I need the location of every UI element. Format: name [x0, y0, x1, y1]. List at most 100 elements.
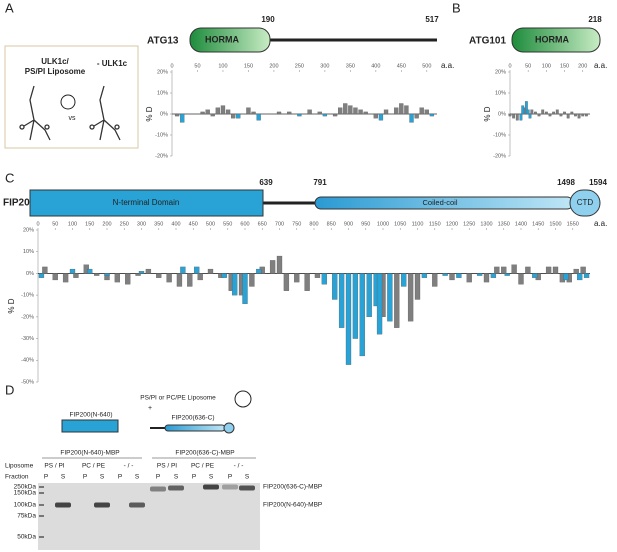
bar	[409, 113, 414, 123]
bar	[332, 273, 338, 300]
bar	[242, 273, 248, 304]
bar	[421, 273, 428, 278]
fraction-label: S	[209, 474, 214, 481]
bar	[534, 111, 537, 115]
bar	[38, 273, 45, 278]
bar	[348, 105, 353, 115]
marker-label: 75kDa	[17, 513, 36, 520]
bar	[52, 273, 58, 281]
x-tick-label: 400	[371, 63, 380, 69]
group-label: FIP200(N-640)-MBP	[60, 450, 119, 457]
bar	[256, 113, 261, 121]
y-axis-label: % D	[7, 298, 16, 313]
y-tick-label: 0%	[160, 111, 168, 117]
x-tick-label: 300	[137, 221, 146, 227]
y-tick-label: -20%	[155, 153, 168, 159]
fraction-label: P	[83, 474, 87, 481]
band-label: FIP200(N-640)-MBP	[263, 502, 322, 509]
panel-label: C	[5, 170, 14, 185]
bar	[525, 266, 531, 274]
ulk1c-icon	[19, 85, 121, 141]
bar	[570, 111, 574, 115]
bar	[69, 268, 76, 274]
x-tick-label: 100	[542, 63, 551, 69]
bar	[526, 109, 530, 115]
bar	[231, 273, 238, 296]
y-tick-label: 20%	[495, 69, 506, 75]
panel-label: D	[5, 382, 14, 397]
y-tick-label: -10%	[21, 293, 34, 299]
position: 1594	[589, 178, 607, 187]
gel-band	[168, 485, 184, 491]
fraction-label: S	[61, 474, 66, 481]
x-tick-label: 1100	[412, 221, 424, 227]
bar	[205, 109, 210, 115]
x-tick-label: 0	[508, 63, 511, 69]
bar	[545, 266, 552, 274]
bar	[532, 273, 538, 278]
gel-band	[222, 484, 238, 490]
y-tick-label: -40%	[21, 358, 34, 364]
gel-lanes	[39, 484, 255, 538]
y-tick-label: 20%	[157, 69, 168, 75]
gel-band	[94, 502, 110, 508]
bar	[353, 107, 358, 115]
bar	[530, 109, 534, 115]
x-tick-label: 250	[295, 63, 304, 69]
domain-name: CTD	[577, 198, 594, 207]
bar	[449, 273, 455, 281]
position: 190	[261, 15, 275, 24]
protein-name: ATG13	[147, 36, 179, 47]
domain-name: Coiled-coil	[422, 198, 457, 207]
inset-text: - ULK1c	[97, 59, 128, 68]
fraction-label: P	[228, 474, 232, 481]
gel-band	[55, 502, 71, 508]
bar	[73, 273, 79, 278]
panel-label: B	[452, 0, 461, 15]
inset-text: PS/PI Liposome	[25, 67, 86, 76]
y-tick-label: 0%	[498, 111, 506, 117]
bar	[555, 109, 559, 115]
bar	[515, 113, 519, 121]
row-label: Liposome	[5, 463, 34, 470]
band-label: FIP200(636-C)-MBP	[263, 484, 322, 491]
bar	[220, 105, 226, 115]
bar	[494, 266, 500, 274]
x-tick-label: 50	[194, 63, 200, 69]
bar	[373, 113, 378, 119]
bar	[343, 103, 348, 115]
construct-name: FIP200(N-640)	[70, 412, 113, 419]
x-tick-label: 750	[292, 221, 301, 227]
bar	[62, 273, 69, 283]
position: 791	[313, 178, 327, 187]
bar	[501, 266, 507, 274]
x-tick-label: 1150	[429, 221, 441, 227]
position: 517	[425, 15, 439, 24]
fraction-label: P	[192, 474, 196, 481]
bar	[419, 107, 424, 115]
bar	[297, 113, 302, 117]
bar	[394, 107, 399, 115]
bar	[404, 105, 409, 115]
x-tick-label: 950	[361, 221, 370, 227]
x-tick-label: 1500	[549, 221, 561, 227]
x-tick-label: 350	[346, 63, 355, 69]
gel-band	[150, 486, 166, 492]
bar	[508, 113, 512, 117]
bar	[376, 273, 383, 335]
protein-name: ATG101	[469, 36, 506, 47]
domain-box	[569, 189, 601, 217]
y-tick-label: -50%	[21, 379, 34, 385]
marker-band	[39, 492, 44, 494]
construct-box	[61, 419, 119, 433]
bar	[548, 113, 552, 117]
bar	[321, 273, 328, 285]
bar	[559, 113, 563, 117]
x-tick-label: 1050	[394, 221, 406, 227]
x-tick-label: 350	[154, 221, 163, 227]
x-tick-label: 250	[120, 221, 129, 227]
bar	[577, 273, 583, 281]
gel-image	[38, 483, 260, 550]
x-tick-label: 200	[269, 63, 278, 69]
